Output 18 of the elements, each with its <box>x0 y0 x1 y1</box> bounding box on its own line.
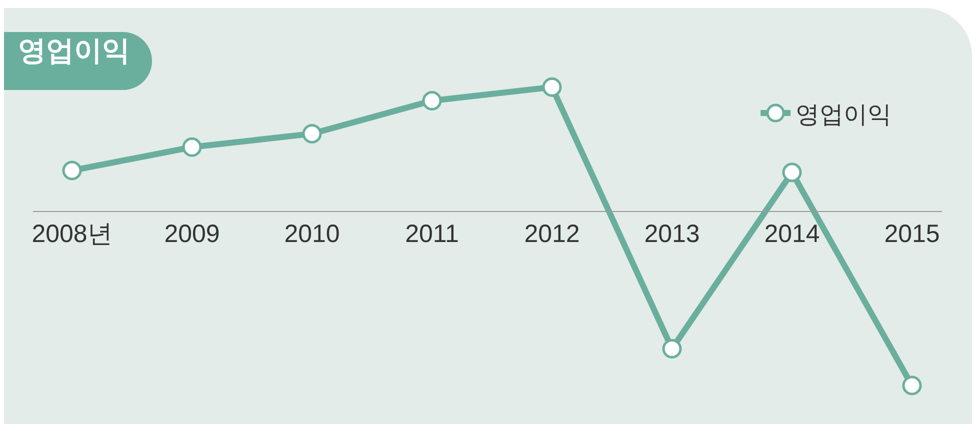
point <box>782 162 802 182</box>
point <box>662 338 682 358</box>
chart-title: 영업이익 <box>4 32 152 90</box>
point <box>422 91 442 110</box>
point <box>302 124 322 144</box>
x-tick-label: 2012 <box>524 220 580 248</box>
x-tick-label: 2011 <box>405 220 459 248</box>
x-tick-label: 2008년 <box>32 220 112 248</box>
x-tick-label: 2015 <box>884 220 940 248</box>
x-tick-label: 2014 <box>764 220 820 248</box>
x-tick-label: 2013 <box>644 220 700 248</box>
x-tick-label: 2010 <box>284 220 340 248</box>
point <box>62 160 82 180</box>
legend-label: 영업이익 <box>796 100 892 128</box>
point <box>182 137 202 157</box>
point <box>542 77 562 97</box>
point <box>902 376 922 396</box>
x-tick-label: 2009 <box>164 220 220 248</box>
